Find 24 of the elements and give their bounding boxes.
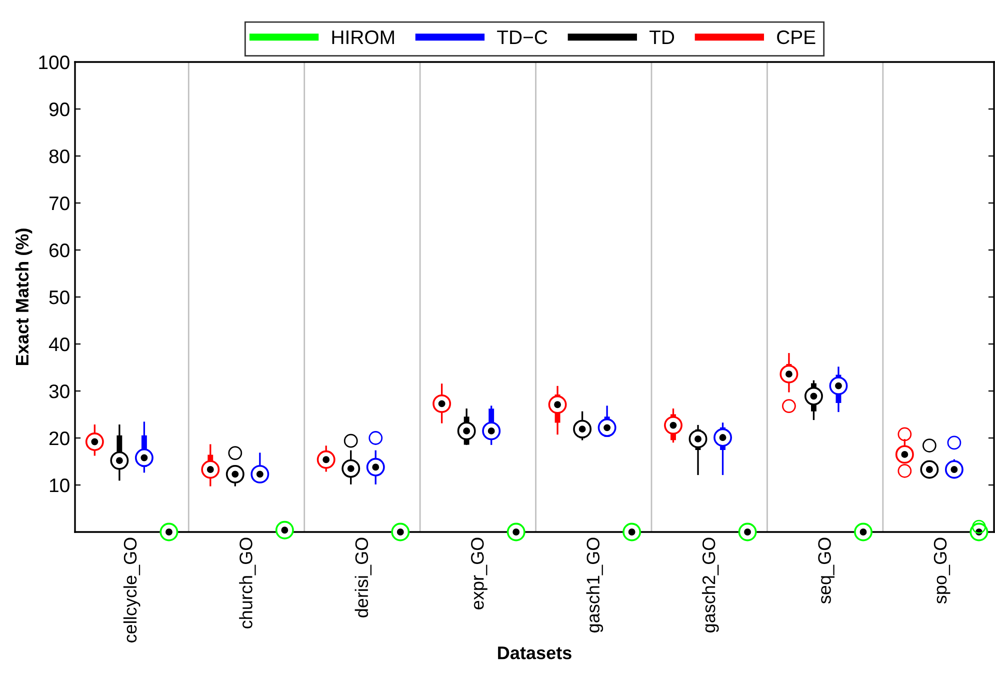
y-tick-label: 90 — [49, 102, 70, 116]
legend-label: TD−C — [497, 30, 548, 44]
legend-label: TD — [649, 30, 674, 44]
y-tick-label: 50 — [49, 290, 70, 304]
y-axis-title: Exact Match (%) — [15, 228, 32, 366]
x-tick-label: expr_GO — [471, 538, 488, 610]
y-tick-label: 40 — [48, 337, 70, 352]
y-tick-label: 10 — [50, 478, 70, 492]
x-tick-label: gasch1_GO — [586, 538, 604, 632]
x-tick-label: seq_GO — [818, 538, 835, 604]
y-tick-label: 100 — [39, 55, 70, 70]
x-tick-label: spo_GO — [934, 538, 950, 604]
x-axis-title: Datasets — [498, 646, 572, 660]
x-tick-label: church_GO — [239, 538, 256, 628]
x-tick-label: derisi_GO — [354, 538, 372, 618]
x-tick-label: cellcycle_GO — [123, 538, 140, 642]
legend-label: CPE — [777, 30, 816, 44]
y-tick-label: 80 — [49, 149, 70, 164]
y-tick-label: 70 — [50, 196, 70, 210]
y-tick-label: 60 — [50, 243, 70, 258]
y-tick-label: 20 — [49, 431, 70, 446]
legend-label: HIROM — [332, 30, 394, 44]
y-tick-label: 30 — [49, 384, 70, 398]
x-tick-label: gasch2_GO — [702, 538, 719, 632]
